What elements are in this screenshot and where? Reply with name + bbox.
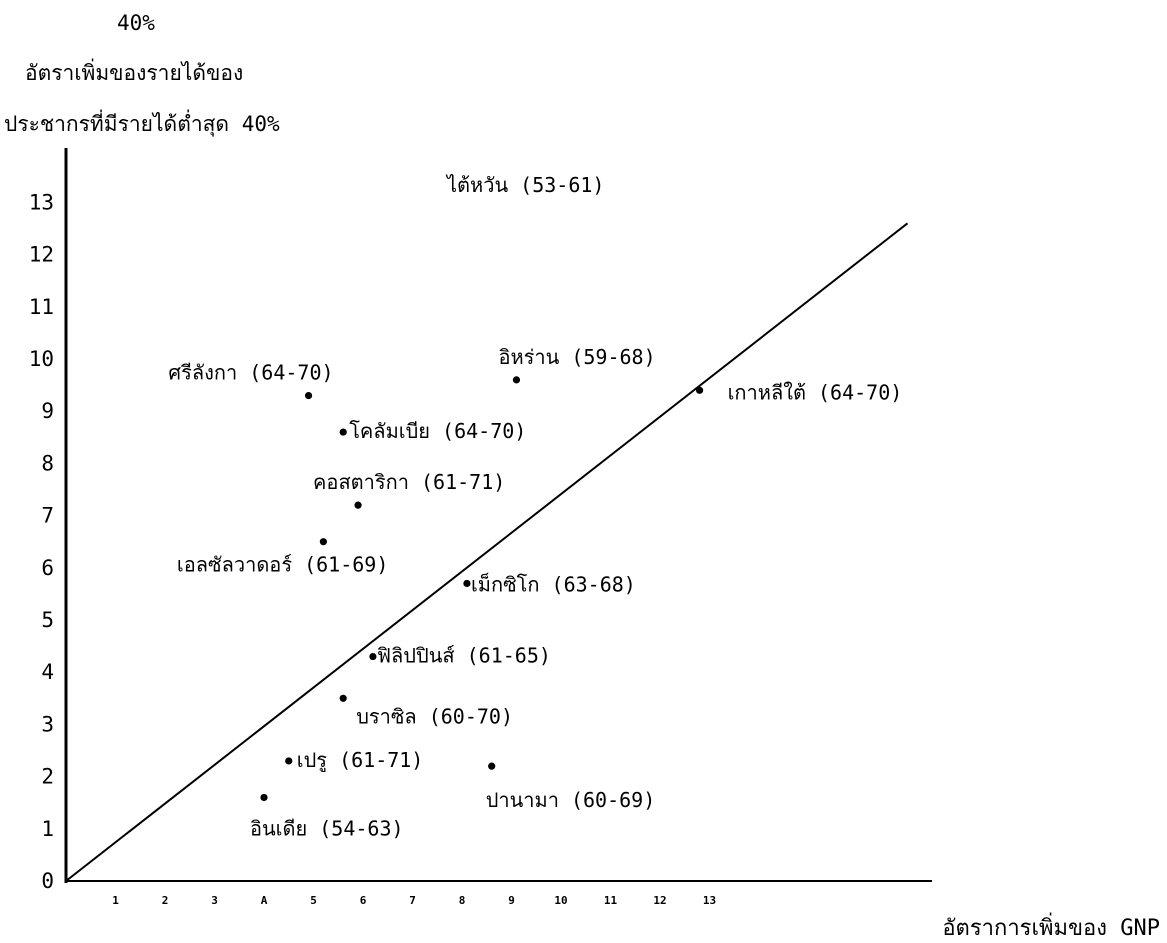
data-point xyxy=(512,376,521,384)
point-label: ปานามา (60-69) xyxy=(486,788,656,812)
data-point xyxy=(488,762,496,770)
point-label: คอสตาริกา (61-71) xyxy=(313,470,505,494)
title-line-3: ประชากรที่มีรายได้ต่ำสุด 40% xyxy=(4,109,280,137)
point-label: บราซิล (60-70) xyxy=(356,704,513,728)
data-point xyxy=(369,652,377,661)
x-tick-label: 6 xyxy=(360,894,367,907)
x-tick-label: 2 xyxy=(162,894,169,907)
x-tick-label: 8 xyxy=(459,894,466,907)
data-point xyxy=(354,501,362,509)
data-point xyxy=(319,538,327,546)
y-tick-label: 2 xyxy=(41,765,54,789)
point-label-taiwan: ไต้หวัน (53-61) xyxy=(445,173,604,197)
title-line-1: 40% xyxy=(117,11,155,35)
data-point xyxy=(339,428,347,436)
x-tick-label: 7 xyxy=(409,894,416,907)
data-point xyxy=(339,694,347,702)
y-tick-label: 7 xyxy=(41,504,54,528)
x-tick-labels: 1 2 3 A 5 6 7 8 9 10 11 12 13 xyxy=(112,894,716,907)
x-tick-label: 5 xyxy=(310,894,317,907)
y-tick-label: 0 xyxy=(41,869,54,893)
title-line-2: อัตราเพิ่มของรายได้ของ xyxy=(25,58,243,85)
x-tick-label: 3 xyxy=(211,894,218,907)
diagonal-line xyxy=(65,222,909,882)
x-tick-label: 9 xyxy=(508,894,515,907)
data-point xyxy=(696,386,704,394)
x-tick-label: 12 xyxy=(653,894,666,907)
x-axis-label: อัตราการเพิ่มของ GNP xyxy=(942,912,1160,941)
y-tick-label: 10 xyxy=(29,347,54,371)
y-tick-label: 11 xyxy=(29,295,54,319)
x-tick-label: 1 xyxy=(112,894,119,907)
y-tick-label: 4 xyxy=(41,660,54,684)
point-label: อินเดีย (54-63) xyxy=(250,816,404,840)
point-label: โคลัมเบีย (64-70) xyxy=(349,419,526,443)
x-tick-label: A xyxy=(261,894,268,907)
data-point xyxy=(463,579,471,588)
x-tick-label: 11 xyxy=(604,894,618,907)
y-tick-label: 3 xyxy=(41,712,54,736)
point-label: ฟิลิปปินส์ (61-65) xyxy=(377,644,551,668)
data-point xyxy=(260,793,268,802)
point-label: เปรู (61-71) xyxy=(297,748,424,773)
data-point xyxy=(304,391,313,400)
x-tick-label: 13 xyxy=(703,894,716,907)
y-tick-label: 13 xyxy=(29,190,54,214)
y-tick-label: 1 xyxy=(41,817,54,841)
point-label: เอลซัลวาดอร์ (61-69) xyxy=(177,553,388,577)
point-label: เกาหลีใต้ (64-70) xyxy=(728,380,903,404)
y-tick-label: 9 xyxy=(41,399,54,423)
y-tick-label: 5 xyxy=(41,608,54,632)
point-label: เม็กซิโก (63-68) xyxy=(471,571,636,596)
y-tick-label: 8 xyxy=(41,451,54,475)
data-point xyxy=(285,757,293,765)
x-tick-label: 10 xyxy=(554,894,567,907)
y-tick-label: 6 xyxy=(41,556,54,580)
point-label: ศรีลังกา (64-70) xyxy=(168,361,333,385)
data-points: อิหร่าน (59-68) ศรีลังกา (64-70) โคลัมเบีย… xyxy=(168,345,902,841)
point-label: อิหร่าน (59-68) xyxy=(498,345,655,369)
y-tick-label: 12 xyxy=(29,243,54,267)
